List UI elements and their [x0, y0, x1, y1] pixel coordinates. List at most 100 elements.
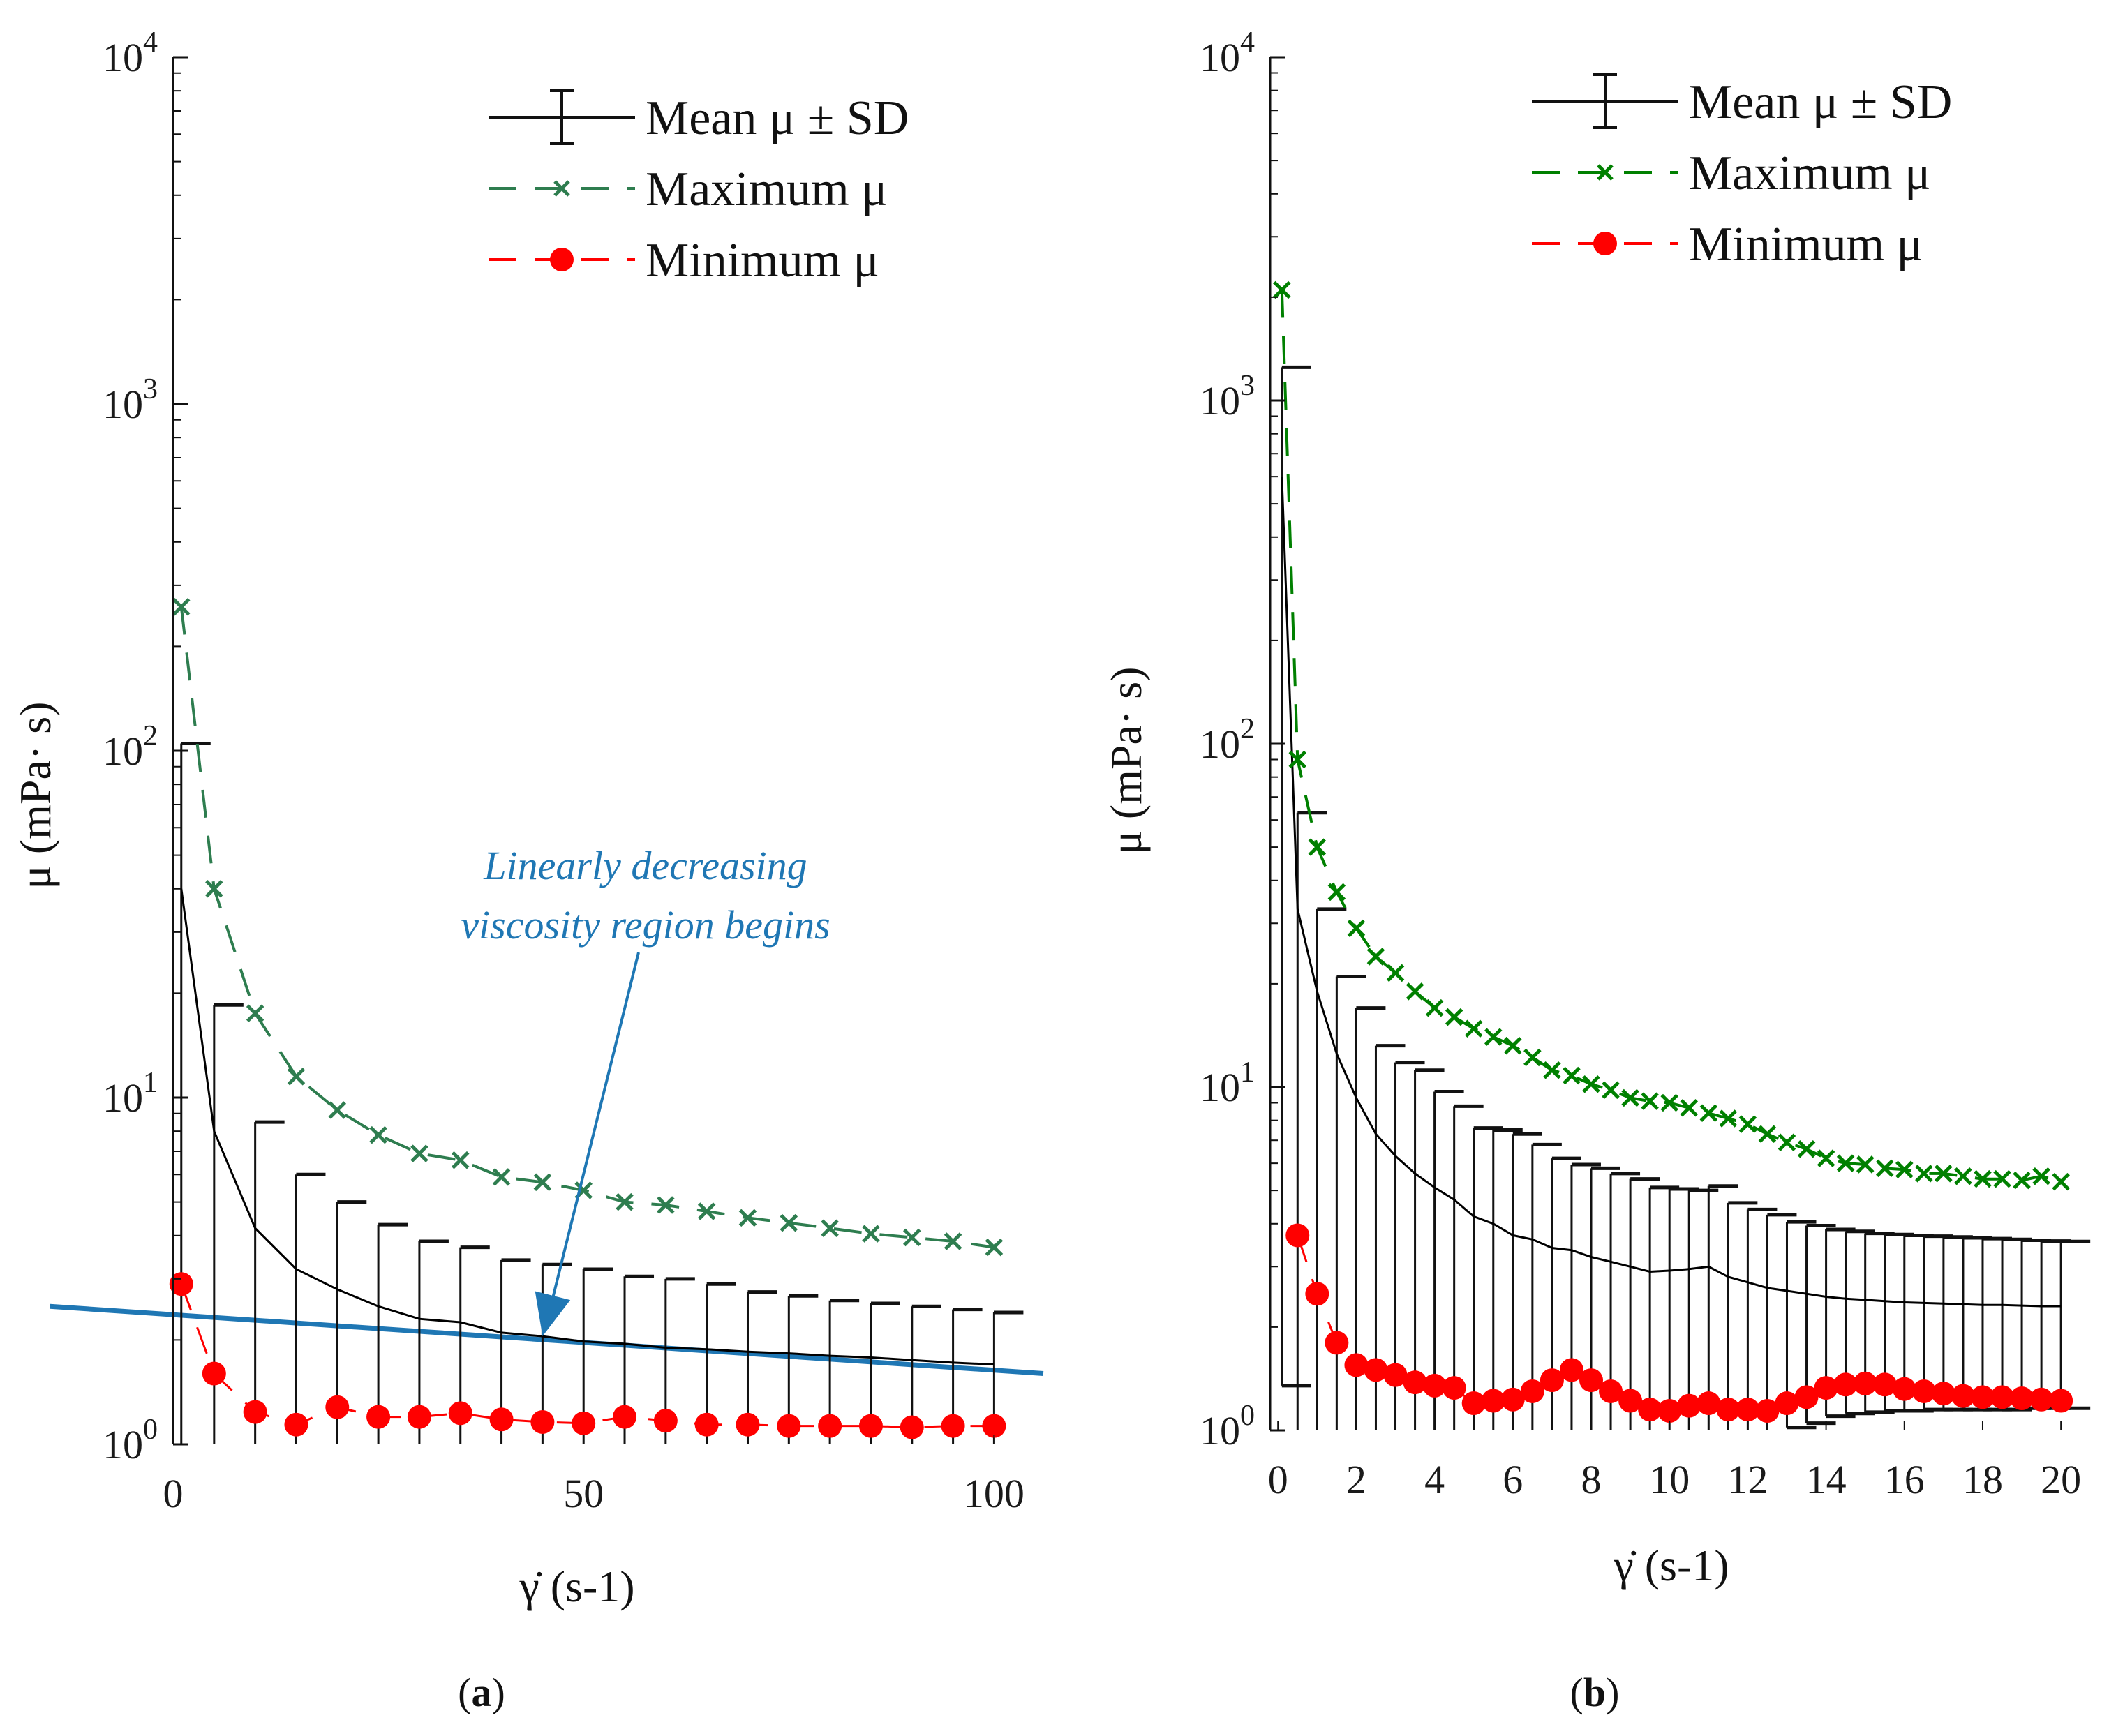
max-marker-stroke — [1445, 1008, 1463, 1026]
panel-a-xlabel: γ̇ (s-1) — [519, 1562, 634, 1611]
min-marker — [1481, 1389, 1505, 1413]
y-tick-base: 10 — [103, 382, 143, 427]
min-marker — [1383, 1363, 1408, 1387]
max-marker-stroke — [1621, 1088, 1639, 1107]
x-tick-label: 4 — [1424, 1457, 1445, 1502]
max-marker-stroke — [172, 597, 191, 616]
max-marker — [1738, 1115, 1757, 1133]
max-marker-stroke — [1543, 1061, 1561, 1079]
max-marker — [1974, 1169, 1992, 1188]
max-marker-stroke — [1680, 1098, 1699, 1117]
y-tick-exponent: 0 — [1240, 1400, 1255, 1432]
legend-min-marker — [550, 248, 574, 271]
min-marker — [1931, 1382, 1955, 1406]
max-marker-stroke — [862, 1225, 880, 1243]
max-marker — [328, 1101, 347, 1119]
x-tick-label: 50 — [563, 1471, 604, 1516]
max-marker-stroke — [1974, 1169, 1992, 1188]
min-marker — [1599, 1379, 1623, 1403]
max-marker-stroke — [1563, 1066, 1581, 1085]
max-marker-stroke — [246, 1004, 264, 1022]
min-marker — [448, 1401, 472, 1426]
max-marker-stroke — [1719, 1109, 1738, 1128]
min-marker — [1579, 1368, 1603, 1393]
max-marker — [903, 1228, 921, 1247]
min-marker — [1344, 1353, 1369, 1377]
max-marker — [2013, 1171, 2031, 1190]
max-marker-stroke — [985, 1238, 1004, 1257]
min-marker — [489, 1407, 514, 1432]
max-marker — [1484, 1028, 1503, 1046]
y-tick-base: 10 — [1200, 35, 1240, 80]
max-marker-stroke — [451, 1151, 470, 1169]
min-marker — [284, 1412, 308, 1437]
max-marker-stroke — [410, 1144, 428, 1162]
max-marker — [1288, 750, 1307, 769]
max-marker-stroke — [738, 1209, 757, 1227]
min-marker — [1794, 1385, 1819, 1409]
max-marker-stroke — [287, 1068, 306, 1086]
min-marker — [2049, 1389, 2073, 1413]
min-marker — [1403, 1370, 1427, 1395]
max-marker — [1797, 1140, 1816, 1158]
legend-min-marker — [1593, 232, 1617, 255]
legend-mean-label: Mean μ ± SD — [1689, 75, 1952, 129]
min-marker — [1814, 1376, 1838, 1400]
max-marker-stroke — [821, 1219, 839, 1238]
max-marker-stroke — [1660, 1093, 1678, 1112]
max-marker-stroke — [1915, 1165, 1933, 1183]
max-marker-stroke — [1327, 883, 1346, 901]
panel-a-xlabel-text: γ̇ (s-1) — [519, 1562, 634, 1611]
annotation-arrow-head — [535, 1291, 571, 1337]
max-marker-stroke — [1797, 1140, 1816, 1158]
max-marker-stroke — [1464, 1019, 1483, 1038]
series-maximum-- — [172, 597, 1004, 1257]
max-marker — [1386, 964, 1405, 982]
min-marker — [1872, 1372, 1897, 1397]
x-tick-label: 0 — [1268, 1457, 1288, 1502]
y-tick-label: 100 — [1200, 1400, 1255, 1453]
y-tick-exponent: 2 — [1240, 713, 1255, 745]
max-marker-stroke — [1758, 1125, 1777, 1144]
trend-line-group — [50, 1303, 1044, 1377]
min-marker — [1970, 1385, 1995, 1409]
y-tick-exponent: 4 — [143, 27, 158, 59]
max-marker — [1582, 1075, 1600, 1093]
min-marker — [818, 1414, 842, 1438]
panel-b-caption-letter: b — [1583, 1670, 1606, 1715]
y-tick-label: 104 — [103, 27, 158, 80]
max-marker — [1273, 280, 1291, 299]
y-tick-exponent: 3 — [1240, 370, 1255, 402]
x-tick-label: 0 — [163, 1471, 184, 1516]
y-tick-base: 10 — [103, 35, 143, 80]
max-marker — [451, 1151, 470, 1169]
max-marker — [1778, 1133, 1796, 1152]
panel-b-ylabel: μ (mPa· s) — [1101, 667, 1151, 855]
y-tick-exponent: 0 — [143, 1414, 158, 1446]
max-marker — [1660, 1093, 1678, 1112]
max-marker — [944, 1232, 962, 1250]
min-marker — [366, 1405, 391, 1429]
panel-a-caption-letter: a — [472, 1670, 492, 1715]
max-marker-stroke — [1699, 1104, 1718, 1123]
y-tick-base: 10 — [1200, 721, 1240, 767]
y-tick-exponent: 4 — [1240, 27, 1255, 59]
max-marker — [1504, 1036, 1522, 1055]
legend-max-label: Maximum μ — [646, 163, 888, 216]
max-marker — [1915, 1165, 1933, 1183]
min-marker — [1442, 1376, 1466, 1400]
legend-max-marker — [1597, 164, 1614, 181]
max-marker-stroke — [1504, 1036, 1522, 1055]
mean-line — [1281, 477, 2062, 1308]
min-marker — [694, 1412, 719, 1437]
min-marker — [572, 1411, 596, 1435]
min-marker — [1677, 1393, 1701, 1418]
max-marker-stroke — [205, 880, 223, 898]
min-marker — [1716, 1398, 1741, 1422]
series-minimum-- — [1285, 1223, 2073, 1423]
min-marker — [1990, 1385, 2015, 1409]
max-marker-stroke — [1288, 750, 1307, 769]
max-marker — [1856, 1155, 1875, 1174]
x-tick-label: 16 — [1884, 1457, 1925, 1502]
